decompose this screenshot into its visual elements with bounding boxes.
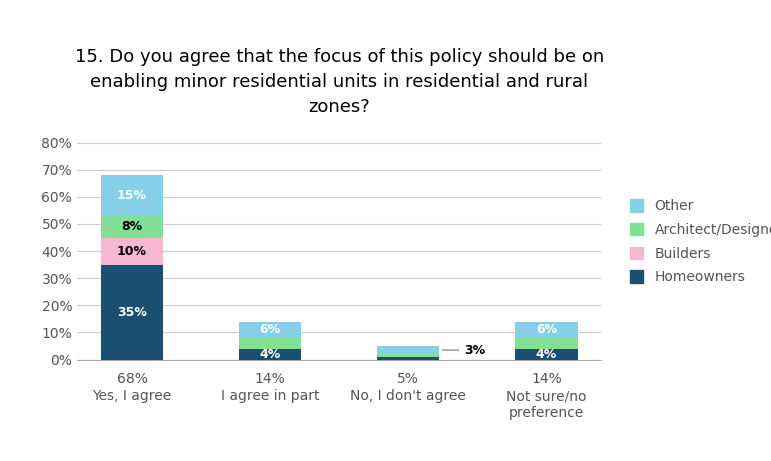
Title: 15. Do you agree that the focus of this policy should be on
enabling minor resid: 15. Do you agree that the focus of this … xyxy=(75,48,604,117)
Text: 3%: 3% xyxy=(443,343,486,357)
Bar xyxy=(101,265,163,360)
Text: 8%: 8% xyxy=(122,220,143,233)
Text: I agree in part: I agree in part xyxy=(221,390,319,403)
Bar xyxy=(377,357,439,360)
Text: 14%: 14% xyxy=(254,372,285,386)
Text: No, I don't agree: No, I don't agree xyxy=(350,390,466,403)
Bar xyxy=(101,175,163,216)
Bar xyxy=(515,349,577,360)
Text: 14%: 14% xyxy=(531,372,562,386)
Bar xyxy=(101,216,163,237)
Text: 10%: 10% xyxy=(117,245,147,258)
Text: 5%: 5% xyxy=(397,372,419,386)
Bar xyxy=(377,354,439,357)
Bar xyxy=(239,349,301,360)
Text: 6%: 6% xyxy=(260,323,281,336)
Text: 35%: 35% xyxy=(117,306,147,319)
Text: 15%: 15% xyxy=(117,189,147,202)
Bar xyxy=(239,338,301,349)
Text: 68%: 68% xyxy=(116,372,147,386)
Text: 4%: 4% xyxy=(260,348,281,361)
Bar xyxy=(101,237,163,265)
Text: 4%: 4% xyxy=(536,348,557,361)
Legend: Other, Architect/Designer, Builders, Homeowners: Other, Architect/Designer, Builders, Hom… xyxy=(624,194,771,290)
Bar xyxy=(515,322,577,338)
Bar xyxy=(515,338,577,349)
Bar xyxy=(377,346,439,354)
Text: Yes, I agree: Yes, I agree xyxy=(93,390,172,403)
Bar xyxy=(239,322,301,338)
Text: 6%: 6% xyxy=(536,323,557,336)
Text: Not sure/no
preference: Not sure/no preference xyxy=(507,390,587,420)
